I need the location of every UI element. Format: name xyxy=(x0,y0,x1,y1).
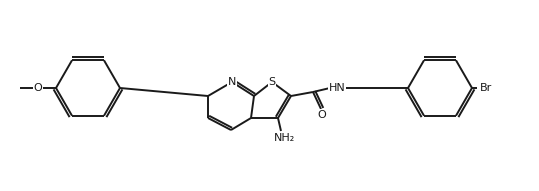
Text: N: N xyxy=(228,77,236,87)
Text: O: O xyxy=(317,110,327,120)
Text: NH₂: NH₂ xyxy=(273,133,295,143)
Text: HN: HN xyxy=(329,83,345,93)
Text: Br: Br xyxy=(480,83,492,93)
Text: O: O xyxy=(33,83,43,93)
Text: S: S xyxy=(268,77,275,87)
